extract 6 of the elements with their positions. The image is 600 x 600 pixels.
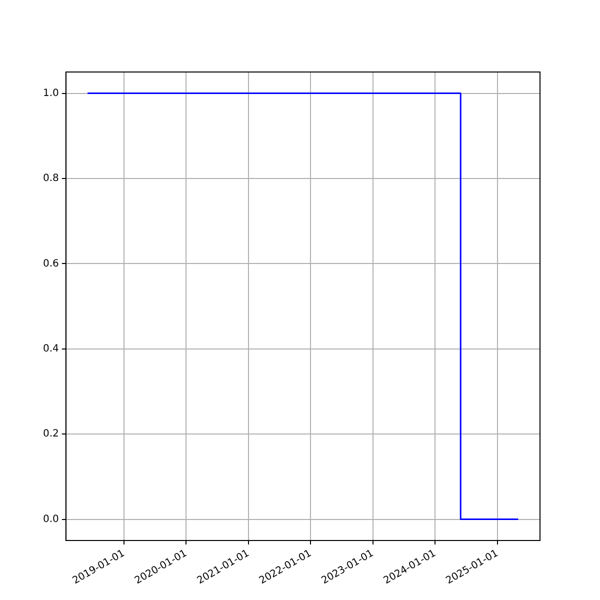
y-tick-label: 0.2 [42, 428, 59, 440]
y-tick-label: 1.0 [42, 88, 59, 99]
y-tick-label: 0.6 [42, 258, 59, 270]
y-tick-label: 0.0 [42, 514, 59, 525]
y-tick-label: 0.8 [42, 173, 59, 184]
y-tick-label: 0.4 [42, 343, 59, 354]
